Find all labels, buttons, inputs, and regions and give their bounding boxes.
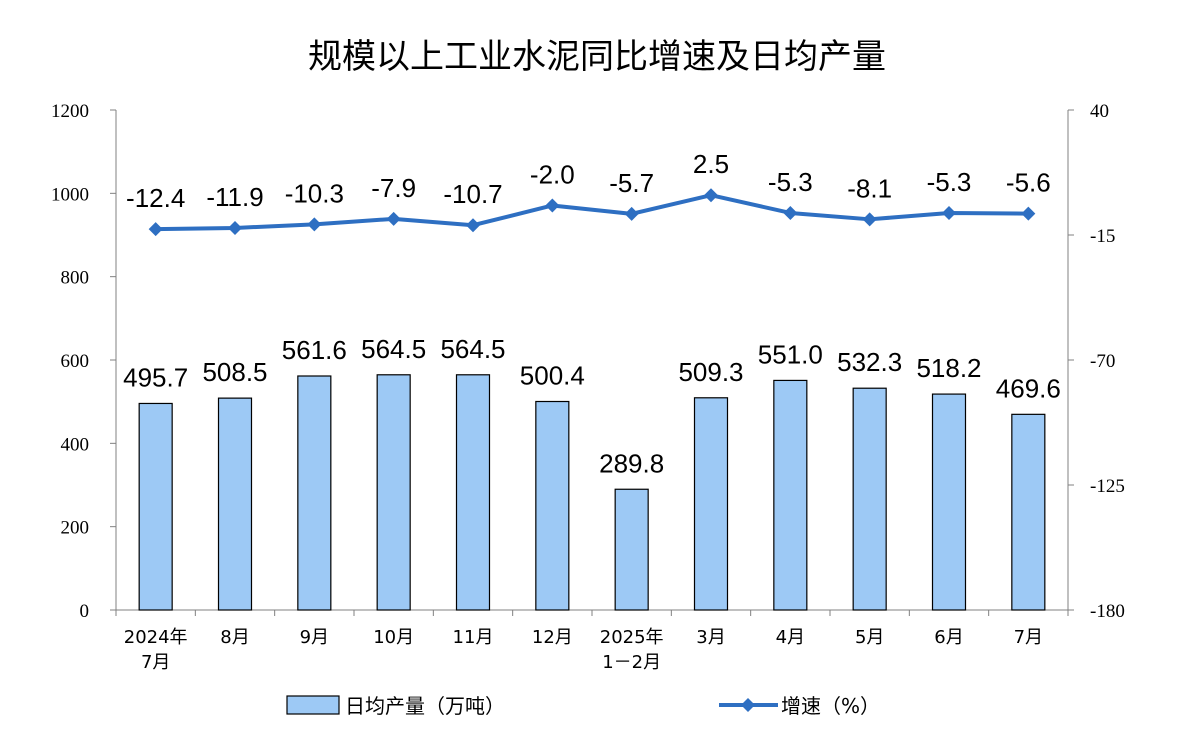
legend-line-marker: [741, 698, 755, 712]
line-value-label: -10.7: [443, 179, 502, 209]
bar-value-label: 495.7: [123, 362, 188, 392]
x-tick-label: 5月: [855, 627, 884, 648]
bar: [693, 397, 729, 611]
y-left-tick-label: 1200: [51, 101, 89, 122]
y-left-tick-label: 800: [61, 268, 90, 289]
bar: [297, 375, 332, 611]
line-value-label: -8.1: [847, 173, 892, 203]
x-tick-label: 7月: [1014, 627, 1043, 648]
x-tick-label: 2024年 7月: [124, 627, 188, 673]
bar: [773, 379, 808, 611]
y-right-tick-label: -125: [1090, 476, 1125, 497]
bar: [931, 393, 967, 611]
growth-line: [155, 193, 1029, 232]
line-value-label: -5.6: [1006, 168, 1051, 198]
x-tick-label: 9月: [300, 627, 329, 648]
line-value-label: 2.5: [693, 149, 729, 179]
x-tick-label: 3月: [696, 627, 725, 648]
bar: [535, 400, 570, 611]
data-labels: 495.7 508.5 561.6 564.5 564.5 500.4 289.8 509.3…: [123, 149, 1061, 478]
bar: [138, 402, 173, 611]
line-point: [783, 205, 798, 220]
legend-bar-swatch: [286, 695, 340, 715]
bar-value-label: 509.3: [678, 357, 743, 387]
line-point: [704, 188, 718, 203]
line-series: [148, 188, 1036, 237]
bar-value-label: 564.5: [361, 334, 426, 364]
legend: 日均产量（万吨） 增速（%）: [286, 694, 880, 718]
line-point: [228, 220, 242, 235]
x-tick-label: 6月: [934, 627, 963, 648]
line-value-label: -12.4: [126, 183, 185, 213]
line-point: [307, 217, 322, 232]
bar-value-label: 551.0: [758, 339, 823, 369]
x-tick-label: 10月: [373, 627, 414, 648]
x-tick-label: 2025年 1－2月: [600, 627, 664, 673]
bar: [614, 488, 649, 611]
y-right-tick-label: -70: [1090, 351, 1115, 372]
line-value-label: -5.7: [609, 168, 654, 198]
x-tick-label: 8月: [220, 627, 249, 648]
line-point: [148, 222, 163, 237]
line-point: [545, 198, 560, 213]
y-left-tick-label: 1000: [51, 184, 89, 205]
y-left-tick-label: 200: [61, 518, 90, 539]
line-value-label: -10.3: [285, 178, 344, 208]
bar-value-label: 500.4: [520, 361, 585, 391]
bar-value-label: 561.6: [282, 335, 347, 365]
line-value-label: -11.9: [206, 182, 263, 212]
line-point: [624, 206, 639, 221]
y-right-tick-label: -15: [1090, 226, 1115, 247]
line-value-label: -5.3: [927, 167, 972, 197]
bar-value-label: 508.5: [202, 357, 267, 387]
x-tick-label: 12月: [532, 627, 573, 648]
y-right-tick-label: 40: [1090, 101, 1109, 122]
bar-value-label: 469.6: [996, 373, 1061, 403]
y-right-tick-label: -180: [1090, 601, 1125, 622]
chart-title: 规模以上工业水泥同比增速及日均产量: [308, 37, 886, 77]
bar-value-label: 289.8: [599, 448, 664, 478]
line-point: [1021, 206, 1036, 221]
x-tick-label: 11月: [453, 627, 494, 648]
bar-value-label: 532.3: [837, 347, 902, 377]
line-point: [862, 212, 877, 227]
bar: [455, 374, 491, 611]
line-value-label: -7.9: [371, 173, 416, 203]
line-point: [942, 205, 956, 220]
line-point: [386, 211, 401, 226]
y-left-tick-label: 0: [80, 601, 90, 622]
y-left-tick-label: 400: [61, 434, 90, 455]
bar: [376, 374, 411, 611]
bar-series: [138, 374, 1046, 611]
x-tick-label: 4月: [776, 627, 805, 648]
y-left-tick-label: 600: [61, 351, 90, 372]
bar: [852, 387, 887, 611]
line-value-label: -5.3: [768, 167, 813, 197]
bar-value-label: 564.5: [440, 334, 505, 364]
line-value-label: -2.0: [530, 159, 575, 189]
bar: [1011, 413, 1046, 611]
bar-value-label: 518.2: [916, 353, 981, 383]
bar: [217, 397, 253, 611]
axes: 0 200 400 600 800 1000 1200 -180 -125 -70 -15 40 202…: [51, 101, 1125, 673]
line-point: [466, 218, 480, 233]
legend-line-label: 增速（%）: [781, 694, 880, 718]
legend-bar-label: 日均产量（万吨）: [345, 694, 505, 718]
